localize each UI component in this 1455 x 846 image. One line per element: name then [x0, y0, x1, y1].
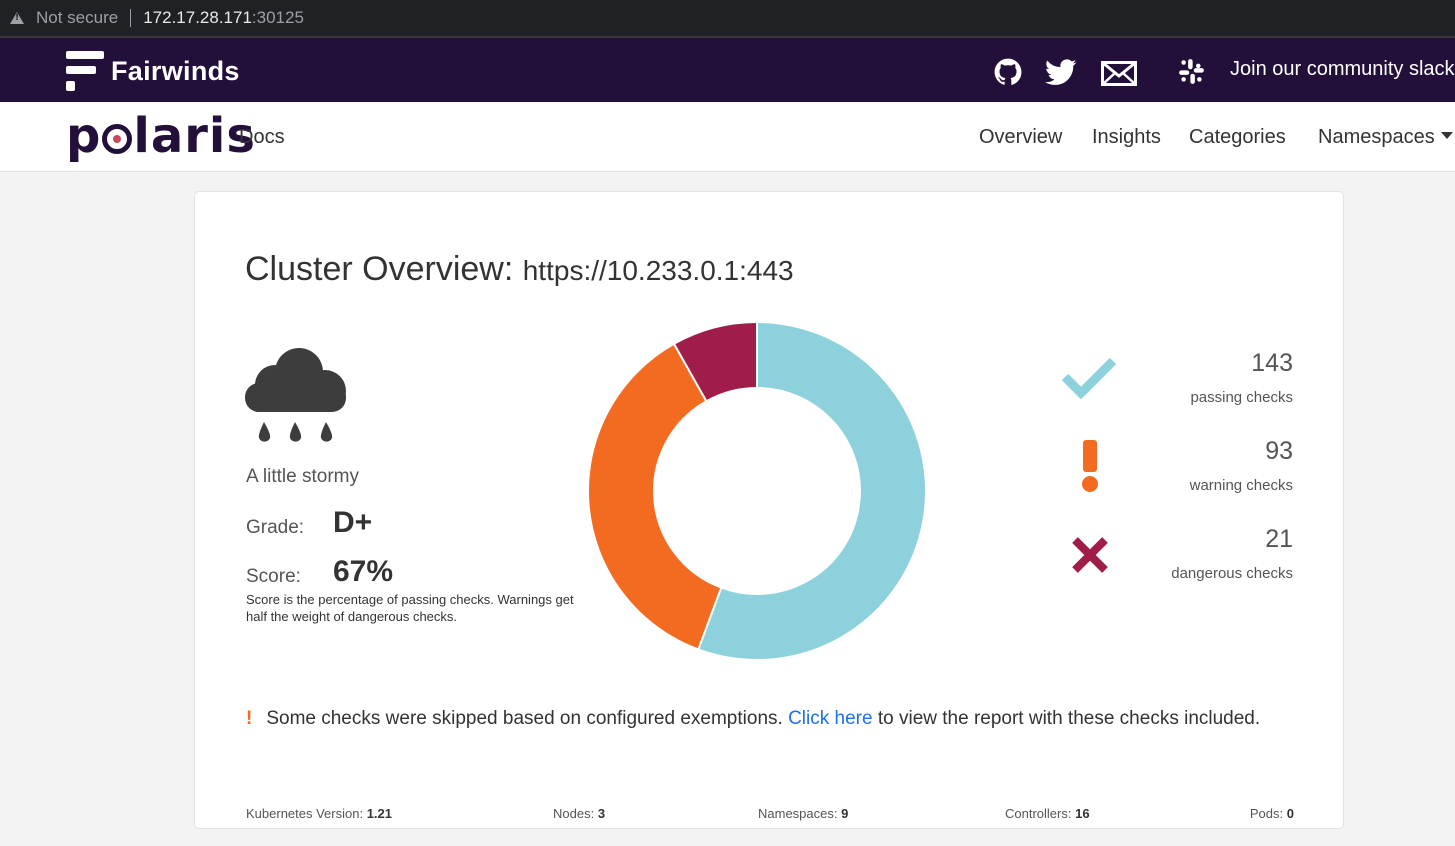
donut-slice-warning[interactable] — [587, 342, 723, 651]
checks-donut-chart — [587, 320, 927, 661]
x-icon — [1072, 537, 1108, 573]
page-title-label: Cluster Overview: — [245, 250, 514, 288]
cluster-overview-card: Cluster Overview: https://10.233.0.1:443… — [194, 191, 1344, 829]
cluster-url: https://10.233.0.1:443 — [522, 255, 794, 286]
page-title: Cluster Overview: https://10.233.0.1:443 — [245, 250, 794, 289]
polaris-logo-o-icon — [102, 124, 133, 154]
exemption-report-link[interactable]: Click here — [788, 708, 873, 729]
passing-label: passing checks — [1190, 389, 1293, 406]
nav-namespaces-label: Namespaces — [1318, 126, 1435, 148]
url-port[interactable]: :30125 — [251, 8, 304, 27]
exclamation-icon: ! — [246, 708, 253, 729]
nav-insights[interactable]: Insights — [1092, 126, 1161, 148]
twitter-icon[interactable] — [1045, 59, 1077, 86]
storm-cloud-icon — [245, 348, 346, 442]
stat-namespaces: Namespaces: 9 — [758, 806, 848, 821]
cluster-stats: Kubernetes Version: 1.21 Nodes: 3 Namesp… — [246, 806, 1294, 824]
exemption-text: Some checks were skipped based on config… — [266, 708, 783, 729]
warning-icon[interactable] — [10, 12, 24, 24]
browser-address-bar: Not secure 172.17.28.171:30125 — [0, 0, 1455, 38]
stat-label: Namespaces: — [758, 806, 838, 821]
grade-label: Grade: — [246, 517, 305, 538]
caret-down-icon — [1440, 132, 1453, 140]
warning-count: 93 — [1265, 437, 1293, 465]
stat-controllers: Controllers: 16 — [1005, 806, 1090, 821]
url-host[interactable]: 172.17.28.171 — [143, 8, 252, 27]
stat-label: Pods: — [1249, 806, 1284, 821]
fairwinds-header: Fairwinds Join our community slack — [0, 38, 1455, 102]
check-icon — [1061, 357, 1117, 399]
stat-value: 16 — [1075, 806, 1090, 821]
score-note: Score is the percentage of passing check… — [246, 592, 574, 624]
security-label[interactable]: Not secure — [36, 8, 119, 27]
polaris-logo[interactable]: p laris — [66, 108, 256, 164]
stat-label: Nodes: — [553, 806, 595, 821]
exclamation-icon — [1082, 440, 1098, 492]
address-divider — [130, 9, 132, 27]
stat-pods: Pods: 0 — [1250, 806, 1294, 821]
donut-slice-passing[interactable] — [697, 320, 927, 661]
dangerous-label: dangerous checks — [1171, 565, 1293, 582]
donut-slice-dangerous[interactable] — [672, 320, 758, 403]
nav-namespaces-dropdown[interactable]: Namespaces — [1318, 126, 1453, 149]
stat-label: Controllers: — [1005, 806, 1072, 821]
nav-docs-link[interactable]: Docs — [239, 126, 285, 148]
github-icon[interactable] — [994, 58, 1022, 86]
score-label: Score: — [246, 566, 301, 587]
grade-value: D+ — [333, 506, 373, 539]
fairwinds-logo-icon[interactable] — [66, 51, 104, 91]
passing-count: 143 — [1251, 349, 1293, 377]
stat-value: 9 — [841, 806, 849, 821]
nav-categories[interactable]: Categories — [1189, 126, 1286, 148]
stat-nodes: Nodes: 3 — [553, 806, 605, 821]
score-value: 67% — [333, 555, 394, 588]
nav-overview[interactable]: Overview — [979, 126, 1063, 148]
slack-icon[interactable] — [1178, 58, 1205, 85]
dangerous-count: 21 — [1265, 525, 1293, 553]
stat-value: 1.21 — [366, 806, 393, 821]
fairwinds-brand[interactable]: Fairwinds — [111, 56, 240, 86]
stat-value: 0 — [1286, 806, 1294, 821]
polaris-navbar: p laris Docs Overview Insights Categories… — [0, 102, 1455, 172]
stat-label: Kubernetes Version: — [246, 806, 364, 821]
weather-label: A little stormy — [246, 466, 359, 487]
url-bar[interactable]: Not secure 172.17.28.171:30125 — [0, 0, 1455, 36]
exemption-text-after: to view the report with these checks inc… — [877, 708, 1261, 729]
warning-label: warning checks — [1189, 477, 1293, 494]
stat-value: 3 — [597, 806, 606, 821]
slack-community-link[interactable]: Join our community slack — [1230, 58, 1455, 80]
exemption-notice: ! Some checks were skipped based on confi… — [246, 706, 1306, 732]
mail-icon[interactable] — [1101, 61, 1137, 86]
stat-kubernetes-version: Kubernetes Version: 1.21 — [246, 806, 392, 821]
